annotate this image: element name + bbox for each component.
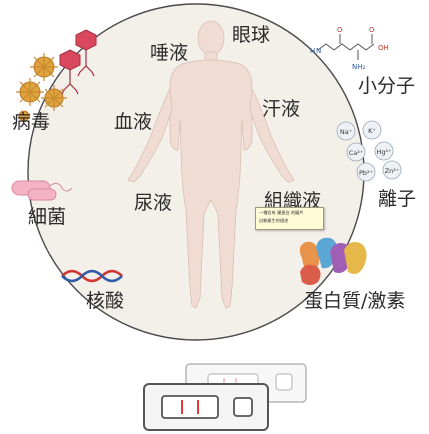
atom-label: O [337,26,343,34]
image-alt-tooltip: 一種含有 擾蛋白 的圖片 自動產生的描述 [255,207,324,230]
tooltip-line-1: 一種含有 擾蛋白 的圖片 [259,210,304,215]
atom-label: N [316,47,321,55]
atom-label: H [310,47,315,55]
protein-hormone-icon [299,237,367,285]
label-virus: 病毒 [12,111,51,133]
label-sweat: 汗液 [262,98,301,120]
label-bacteria: 細菌 [28,206,67,228]
ion-label: Pb²⁺ [359,169,373,177]
human-body-figure [127,20,295,309]
label-small-molecule: 小分子 [358,75,416,97]
molecule-atom-labels: O O H N OH NH₂ [310,26,389,71]
bacteria-icon [11,180,73,201]
label-protein-hormone: 蛋白質/激素 [304,290,406,312]
atom-label: OH [378,44,389,52]
atom-label: O [369,26,375,34]
ion-label: K⁺ [368,127,376,135]
ion-label: Hg²⁺ [376,148,391,156]
label-urine: 尿液 [134,192,173,214]
label-eyeball: 眼球 [232,24,271,46]
ion-label: Na⁺ [340,128,352,136]
label-blood: 血液 [114,111,153,133]
test-strip-front [143,383,269,431]
tooltip-line-2: 自動產生的描述 [259,218,289,224]
ion-label: Ca²⁺ [349,149,364,157]
virus-icon [16,29,97,122]
dna-helix-icon [61,269,123,283]
ion-bubbles [336,120,402,182]
ion-label: Zn²⁺ [385,167,400,175]
label-saliva: 唾液 [150,42,189,64]
ion-labels: Na⁺ K⁺ Ca²⁺ Hg²⁺ Pb²⁺ Zn²⁺ [340,127,399,177]
atom-label: NH₂ [352,63,366,71]
small-molecule-structure [317,34,375,60]
label-nucleic-acid: 核酸 [86,290,125,312]
label-tissue-fluid: 組織液 [264,190,322,212]
label-ion: 離子 [378,188,417,210]
